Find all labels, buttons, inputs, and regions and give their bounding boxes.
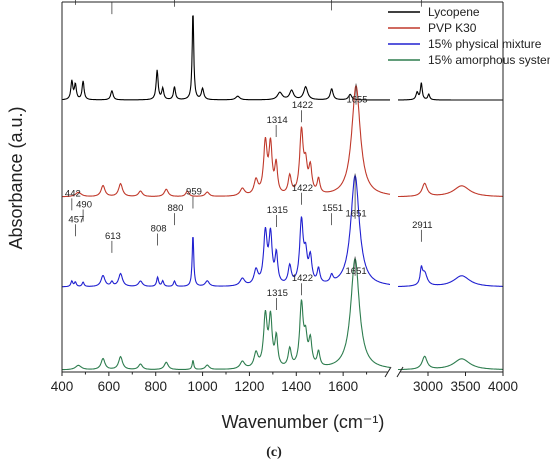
axis-break-mark [384,366,392,378]
peak-label: 1422 [292,100,313,111]
x-tick-label: 1600 [328,379,358,394]
x-tick-label: 1200 [234,379,264,394]
x-tick-label: 600 [98,379,121,394]
peak-label: 959 [186,187,202,198]
spectrum-line-left [61,85,391,198]
peak-label: 1651 [346,266,367,277]
x-axis-title: Wavenumber (cm⁻¹) [222,412,385,432]
panel-label: (c) [266,445,282,460]
legend-label: PVP K30 [428,21,477,35]
legend: Lycopene PVP K30 15% physical mixture 15% a… [388,5,550,67]
peak-label: 1651 [346,209,367,220]
x-tick-label: 1000 [188,379,218,394]
x-tick-label: 800 [144,379,167,394]
x-tick-label: 3500 [450,379,480,394]
x-tick-label: 1400 [281,379,311,394]
spectrum-line-left [62,175,390,288]
spectrum-line-left [62,15,390,101]
peak-label: 808 [151,224,167,235]
peak-label: 1422 [292,183,313,194]
legend-label: Lycopene [428,5,480,19]
peak-label: 490 [76,199,92,210]
x-tick-label: 4000 [488,379,518,394]
spectrum-line-right [398,265,503,288]
peak-label: 1315 [267,288,288,299]
peak-label: 1655 [346,95,367,106]
legend-label: 15% amorphous system [428,53,550,67]
peak-label: 1315 [267,205,288,216]
axis-break-mark [396,366,404,378]
peak-label: 457 [68,214,84,225]
peak-label: 442 [65,188,81,199]
legend-label: 15% physical mixture [428,37,542,51]
peak-label: 613 [105,231,121,242]
spectrum-line-right [398,82,503,101]
peak-label: 880 [168,203,184,214]
y-axis-title: Absorbance (a.u.) [6,106,26,249]
plot-area: 4424574906138068809591551291113141422165… [61,0,503,371]
x-tick-label: 400 [51,379,74,394]
peak-label: 1551 [322,203,343,214]
spectrum-line-right [398,355,503,371]
peak-label: 1422 [292,273,313,284]
x-tick-label: 3000 [413,379,443,394]
spectrum-line-right [398,182,503,198]
peak-label: 1314 [267,115,288,126]
peak-label: 2911 [412,220,432,231]
spectrum-line-left [61,258,390,371]
axes: 400 600 800 1000 1200 1400 1600 3000 3500 4000 [51,1,518,394]
